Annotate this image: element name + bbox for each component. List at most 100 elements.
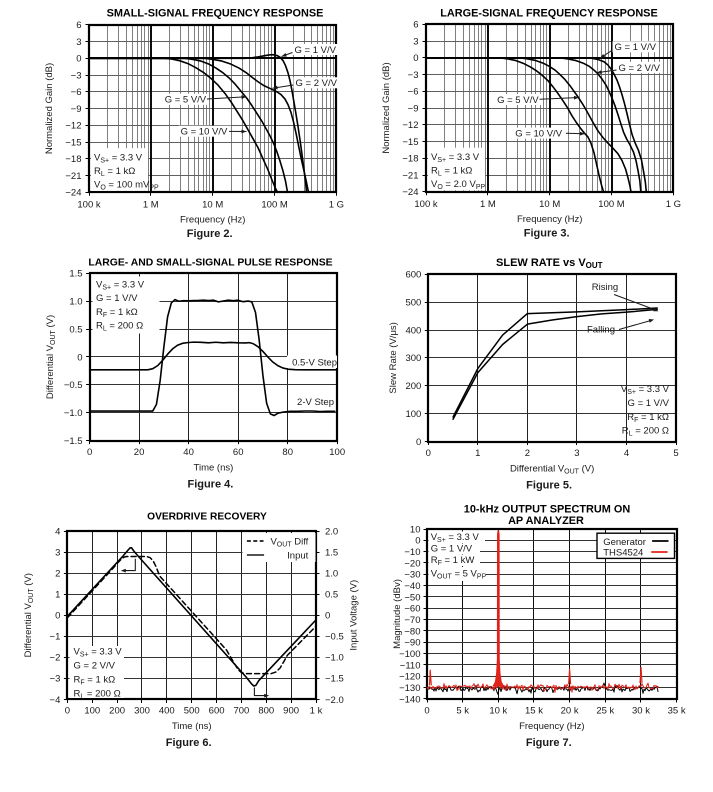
svg-text:Differential VOUT (V): Differential VOUT (V) bbox=[45, 315, 57, 399]
svg-text:1.5: 1.5 bbox=[325, 547, 338, 558]
svg-text:RL = 1 kΩ: RL = 1 kΩ bbox=[94, 166, 135, 178]
svg-text:G = 10 V/V: G = 10 V/V bbox=[181, 127, 228, 138]
svg-text:400: 400 bbox=[159, 706, 175, 717]
svg-text:G = 5 V/V: G = 5 V/V bbox=[165, 95, 207, 106]
svg-text:2.0: 2.0 bbox=[325, 526, 338, 537]
svg-text:700: 700 bbox=[233, 706, 249, 717]
svg-text:G = 2 V/V: G = 2 V/V bbox=[296, 78, 338, 89]
svg-text:Figure 6.: Figure 6. bbox=[166, 737, 212, 749]
svg-text:Generator: Generator bbox=[603, 537, 646, 548]
svg-text:0: 0 bbox=[413, 53, 418, 64]
svg-text:80: 80 bbox=[282, 447, 293, 458]
svg-text:500: 500 bbox=[405, 297, 421, 308]
svg-text:Normalized Gain (dB): Normalized Gain (dB) bbox=[44, 63, 55, 154]
svg-text:G = 1 V/V: G = 1 V/V bbox=[628, 398, 670, 409]
svg-text:G = 2 V/V: G = 2 V/V bbox=[619, 63, 661, 74]
svg-text:3: 3 bbox=[413, 36, 418, 47]
svg-text:10: 10 bbox=[410, 524, 421, 535]
svg-text:900: 900 bbox=[283, 706, 299, 717]
svg-text:G = 10 V/V: G = 10 V/V bbox=[515, 129, 562, 140]
svg-text:100 M: 100 M bbox=[261, 199, 287, 210]
svg-text:AP ANALYZER: AP ANALYZER bbox=[508, 515, 584, 527]
svg-text:1: 1 bbox=[475, 448, 480, 459]
svg-text:0: 0 bbox=[87, 447, 92, 458]
svg-text:Figure 2.: Figure 2. bbox=[187, 228, 233, 240]
svg-text:−24: −24 bbox=[65, 188, 81, 199]
svg-text:−9: −9 bbox=[408, 103, 419, 114]
svg-text:5: 5 bbox=[673, 448, 678, 459]
svg-text:25 k: 25 k bbox=[596, 706, 614, 717]
svg-text:Normalized Gain (dB): Normalized Gain (dB) bbox=[381, 62, 392, 153]
svg-text:1.0: 1.0 bbox=[325, 568, 338, 579]
svg-text:−2.0: −2.0 bbox=[325, 695, 344, 706]
svg-text:0: 0 bbox=[424, 706, 429, 717]
svg-text:−0.5: −0.5 bbox=[325, 632, 344, 643]
svg-text:−9: −9 bbox=[71, 104, 82, 115]
svg-text:1 M: 1 M bbox=[480, 199, 496, 210]
svg-text:Slew Rate (V/μs): Slew Rate (V/μs) bbox=[388, 322, 399, 393]
svg-text:Frequency (Hz): Frequency (Hz) bbox=[180, 214, 245, 225]
svg-text:SMALL-SIGNAL FREQUENCY RESPONS: SMALL-SIGNAL FREQUENCY RESPONSE bbox=[107, 8, 324, 20]
svg-text:60: 60 bbox=[233, 447, 244, 458]
svg-text:−12: −12 bbox=[65, 121, 81, 132]
svg-text:−1.5: −1.5 bbox=[325, 674, 344, 685]
svg-text:−6: −6 bbox=[71, 87, 82, 98]
svg-text:3: 3 bbox=[55, 547, 60, 558]
svg-text:100: 100 bbox=[84, 706, 100, 717]
svg-text:Time (ns): Time (ns) bbox=[194, 463, 234, 474]
svg-text:1 G: 1 G bbox=[666, 199, 681, 210]
svg-text:−6: −6 bbox=[408, 87, 419, 98]
svg-text:1 k: 1 k bbox=[310, 706, 323, 717]
svg-text:−90: −90 bbox=[404, 638, 420, 649]
svg-text:G = 5 V/V: G = 5 V/V bbox=[497, 95, 539, 106]
svg-text:4: 4 bbox=[624, 448, 629, 459]
svg-text:0.5-V Step: 0.5-V Step bbox=[292, 358, 337, 369]
svg-text:1.5: 1.5 bbox=[69, 269, 82, 280]
svg-text:100 M: 100 M bbox=[598, 199, 624, 210]
svg-text:600: 600 bbox=[209, 706, 225, 717]
svg-text:−120: −120 bbox=[399, 672, 420, 683]
svg-text:Figure 7.: Figure 7. bbox=[526, 737, 572, 749]
svg-text:10 k: 10 k bbox=[489, 706, 507, 717]
svg-text:200: 200 bbox=[109, 706, 125, 717]
svg-text:Figure 3.: Figure 3. bbox=[524, 228, 570, 240]
svg-text:G = 1 V/V: G = 1 V/V bbox=[431, 544, 473, 555]
svg-text:RF = 1 kW: RF = 1 kW bbox=[431, 555, 475, 567]
svg-text:Magnitude (dBv): Magnitude (dBv) bbox=[392, 579, 403, 649]
svg-text:0: 0 bbox=[65, 706, 70, 717]
svg-text:−1.0: −1.0 bbox=[64, 408, 83, 419]
svg-text:4: 4 bbox=[55, 526, 60, 537]
svg-text:−100: −100 bbox=[399, 649, 420, 660]
svg-text:800: 800 bbox=[258, 706, 274, 717]
svg-text:−24: −24 bbox=[402, 187, 418, 198]
svg-text:0: 0 bbox=[55, 611, 60, 622]
svg-text:Figure 4.: Figure 4. bbox=[187, 479, 233, 491]
svg-text:−1: −1 bbox=[50, 632, 61, 643]
svg-text:−3: −3 bbox=[50, 674, 61, 685]
svg-text:−2: −2 bbox=[50, 653, 61, 664]
svg-text:100: 100 bbox=[405, 409, 421, 420]
svg-text:1 G: 1 G bbox=[329, 199, 344, 210]
svg-text:LARGE-SIGNAL FREQUENCY RESPONS: LARGE-SIGNAL FREQUENCY RESPONSE bbox=[440, 8, 657, 20]
svg-text:−70: −70 bbox=[404, 615, 420, 626]
svg-text:−130: −130 bbox=[399, 683, 420, 694]
svg-text:RF = 1 kΩ: RF = 1 kΩ bbox=[74, 675, 116, 687]
svg-text:RF = 1 kΩ: RF = 1 kΩ bbox=[96, 307, 138, 319]
svg-text:0: 0 bbox=[325, 611, 330, 622]
svg-text:1.0: 1.0 bbox=[69, 297, 82, 308]
svg-text:THS4524: THS4524 bbox=[603, 548, 643, 559]
svg-text:−3: −3 bbox=[71, 70, 82, 81]
svg-text:500: 500 bbox=[184, 706, 200, 717]
svg-text:Differential VOUT (V): Differential VOUT (V) bbox=[23, 573, 35, 657]
svg-text:RF = 1 kΩ: RF = 1 kΩ bbox=[627, 412, 669, 424]
svg-text:−12: −12 bbox=[402, 120, 418, 131]
svg-text:−4: −4 bbox=[50, 695, 61, 706]
svg-text:Differential VOUT (V): Differential VOUT (V) bbox=[510, 464, 594, 476]
svg-text:−18: −18 bbox=[402, 154, 418, 165]
svg-text:G = 2 V/V: G = 2 V/V bbox=[74, 661, 116, 672]
svg-text:200: 200 bbox=[405, 381, 421, 392]
svg-text:20 k: 20 k bbox=[561, 706, 579, 717]
svg-text:G = 1 V/V: G = 1 V/V bbox=[615, 42, 657, 53]
svg-text:−21: −21 bbox=[65, 171, 81, 182]
svg-text:300: 300 bbox=[405, 353, 421, 364]
